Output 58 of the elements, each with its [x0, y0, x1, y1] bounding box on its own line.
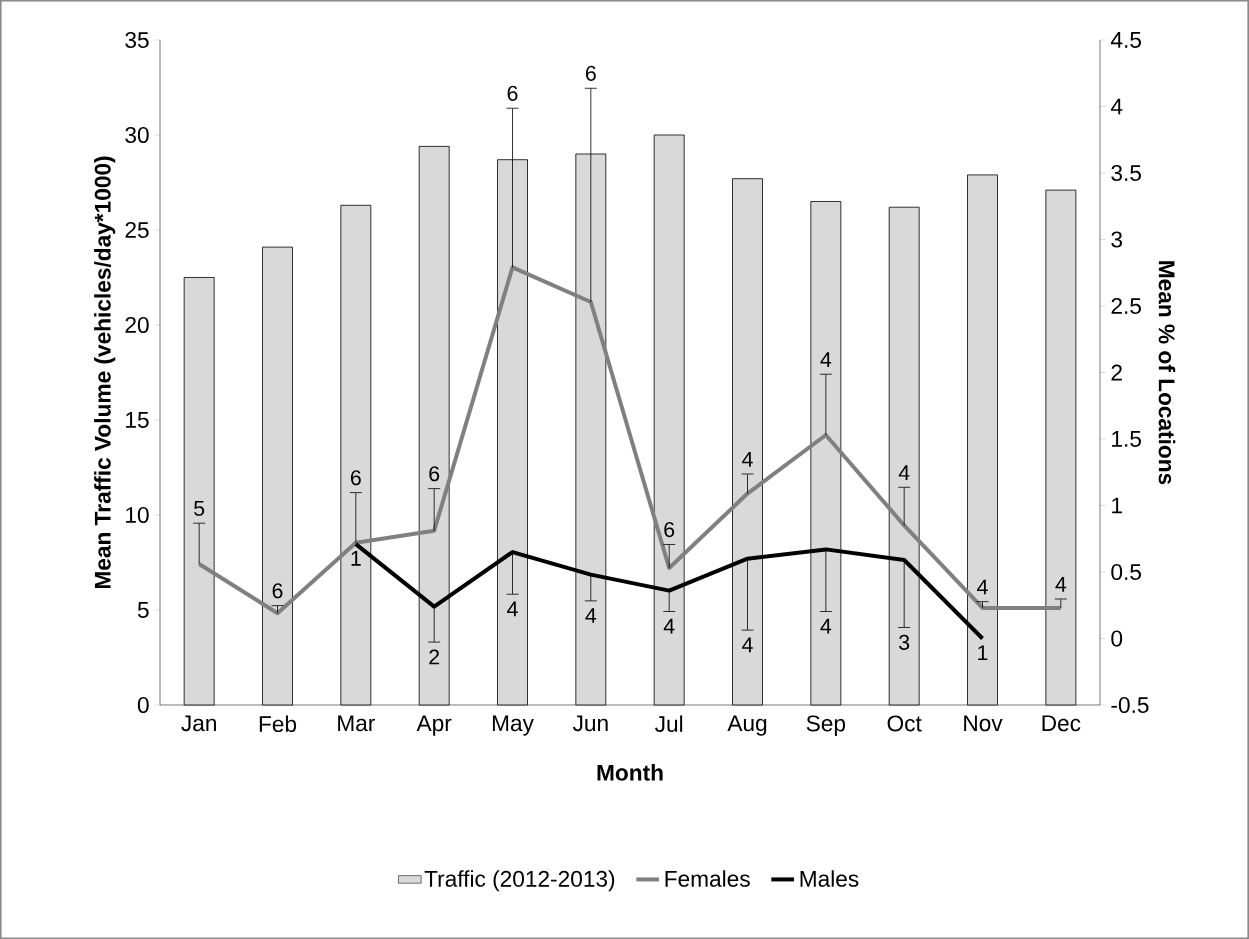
y2-tick-label: 4.5	[1110, 32, 1141, 48]
x-tick-label: Aug	[727, 715, 767, 736]
x-axis-title: Month	[597, 764, 663, 781]
y-tick-label: 25	[125, 221, 149, 239]
legend-label: Females	[665, 870, 750, 887]
x-tick-label: Nov	[964, 715, 1003, 732]
annotation: 4	[507, 601, 518, 617]
annotation: 6	[272, 583, 283, 599]
y2-tick-label: 0	[1111, 630, 1123, 647]
y2-tick-label: 4	[1110, 98, 1123, 115]
y-tick-label: 0	[137, 696, 149, 714]
annotation: 4	[977, 579, 988, 595]
annotation: 5	[194, 500, 205, 516]
y-tick-label: 35	[125, 31, 149, 49]
y2-axis-title: Mean % of Locations	[1158, 261, 1176, 485]
x-tick-label: Dec	[1042, 715, 1081, 732]
annotation: 4	[585, 608, 597, 623]
x-tick-label: Jul	[655, 715, 683, 733]
annotation: 4	[898, 465, 910, 480]
annotation: 4	[1055, 576, 1067, 592]
y2-tick-label: 3	[1111, 231, 1123, 248]
legend-label: Males	[800, 870, 859, 887]
annotation: 3	[899, 634, 910, 650]
y-tick-label: 5	[137, 602, 149, 618]
annotation: 1	[351, 551, 361, 566]
annotation: 6	[664, 522, 675, 538]
annotation: 4	[742, 451, 753, 467]
annotation: 6	[507, 85, 518, 101]
annotation: 4	[663, 618, 675, 634]
y-axis-title: Mean Traffic Volume (vehicles/day*1000)	[94, 156, 116, 589]
annotation: 6	[429, 466, 440, 482]
annotation: 1	[978, 645, 988, 661]
x-tick-label: Mar	[338, 715, 375, 732]
annotation: 4	[742, 637, 753, 653]
x-tick-label: May	[492, 715, 534, 736]
annotation: 2	[429, 649, 440, 665]
x-tick-label: Oct	[887, 715, 922, 732]
y2-tick-label: 0.5	[1111, 563, 1141, 581]
x-tick-label: Sep	[806, 715, 846, 736]
y2-tick-label: 2.5	[1111, 297, 1141, 315]
y-tick-label: 30	[125, 126, 149, 144]
legend-label: Traffic (2012-2013)	[424, 870, 615, 892]
y2-tick-label: 3.5	[1111, 164, 1141, 182]
x-tick-label: Apr	[416, 715, 452, 736]
x-tick-label: Feb	[259, 715, 297, 733]
y-tick-label: 15	[126, 412, 149, 428]
y2-tick-label: 2	[1111, 364, 1122, 381]
y2-tick-label: 1.5	[1112, 431, 1141, 447]
y2-tick-label: 1	[1112, 497, 1122, 514]
annotation: 6	[586, 65, 596, 81]
y2-tick-label: -0.5	[1111, 696, 1149, 714]
x-tick-label: Jun	[572, 715, 608, 732]
x-tick-label: Jan	[181, 715, 216, 732]
y-tick-label: 10	[126, 506, 149, 524]
annotation: 4	[820, 352, 832, 367]
annotation: 6	[351, 470, 361, 486]
annotation: 4	[820, 618, 832, 634]
y-tick-label: 20	[125, 316, 149, 334]
